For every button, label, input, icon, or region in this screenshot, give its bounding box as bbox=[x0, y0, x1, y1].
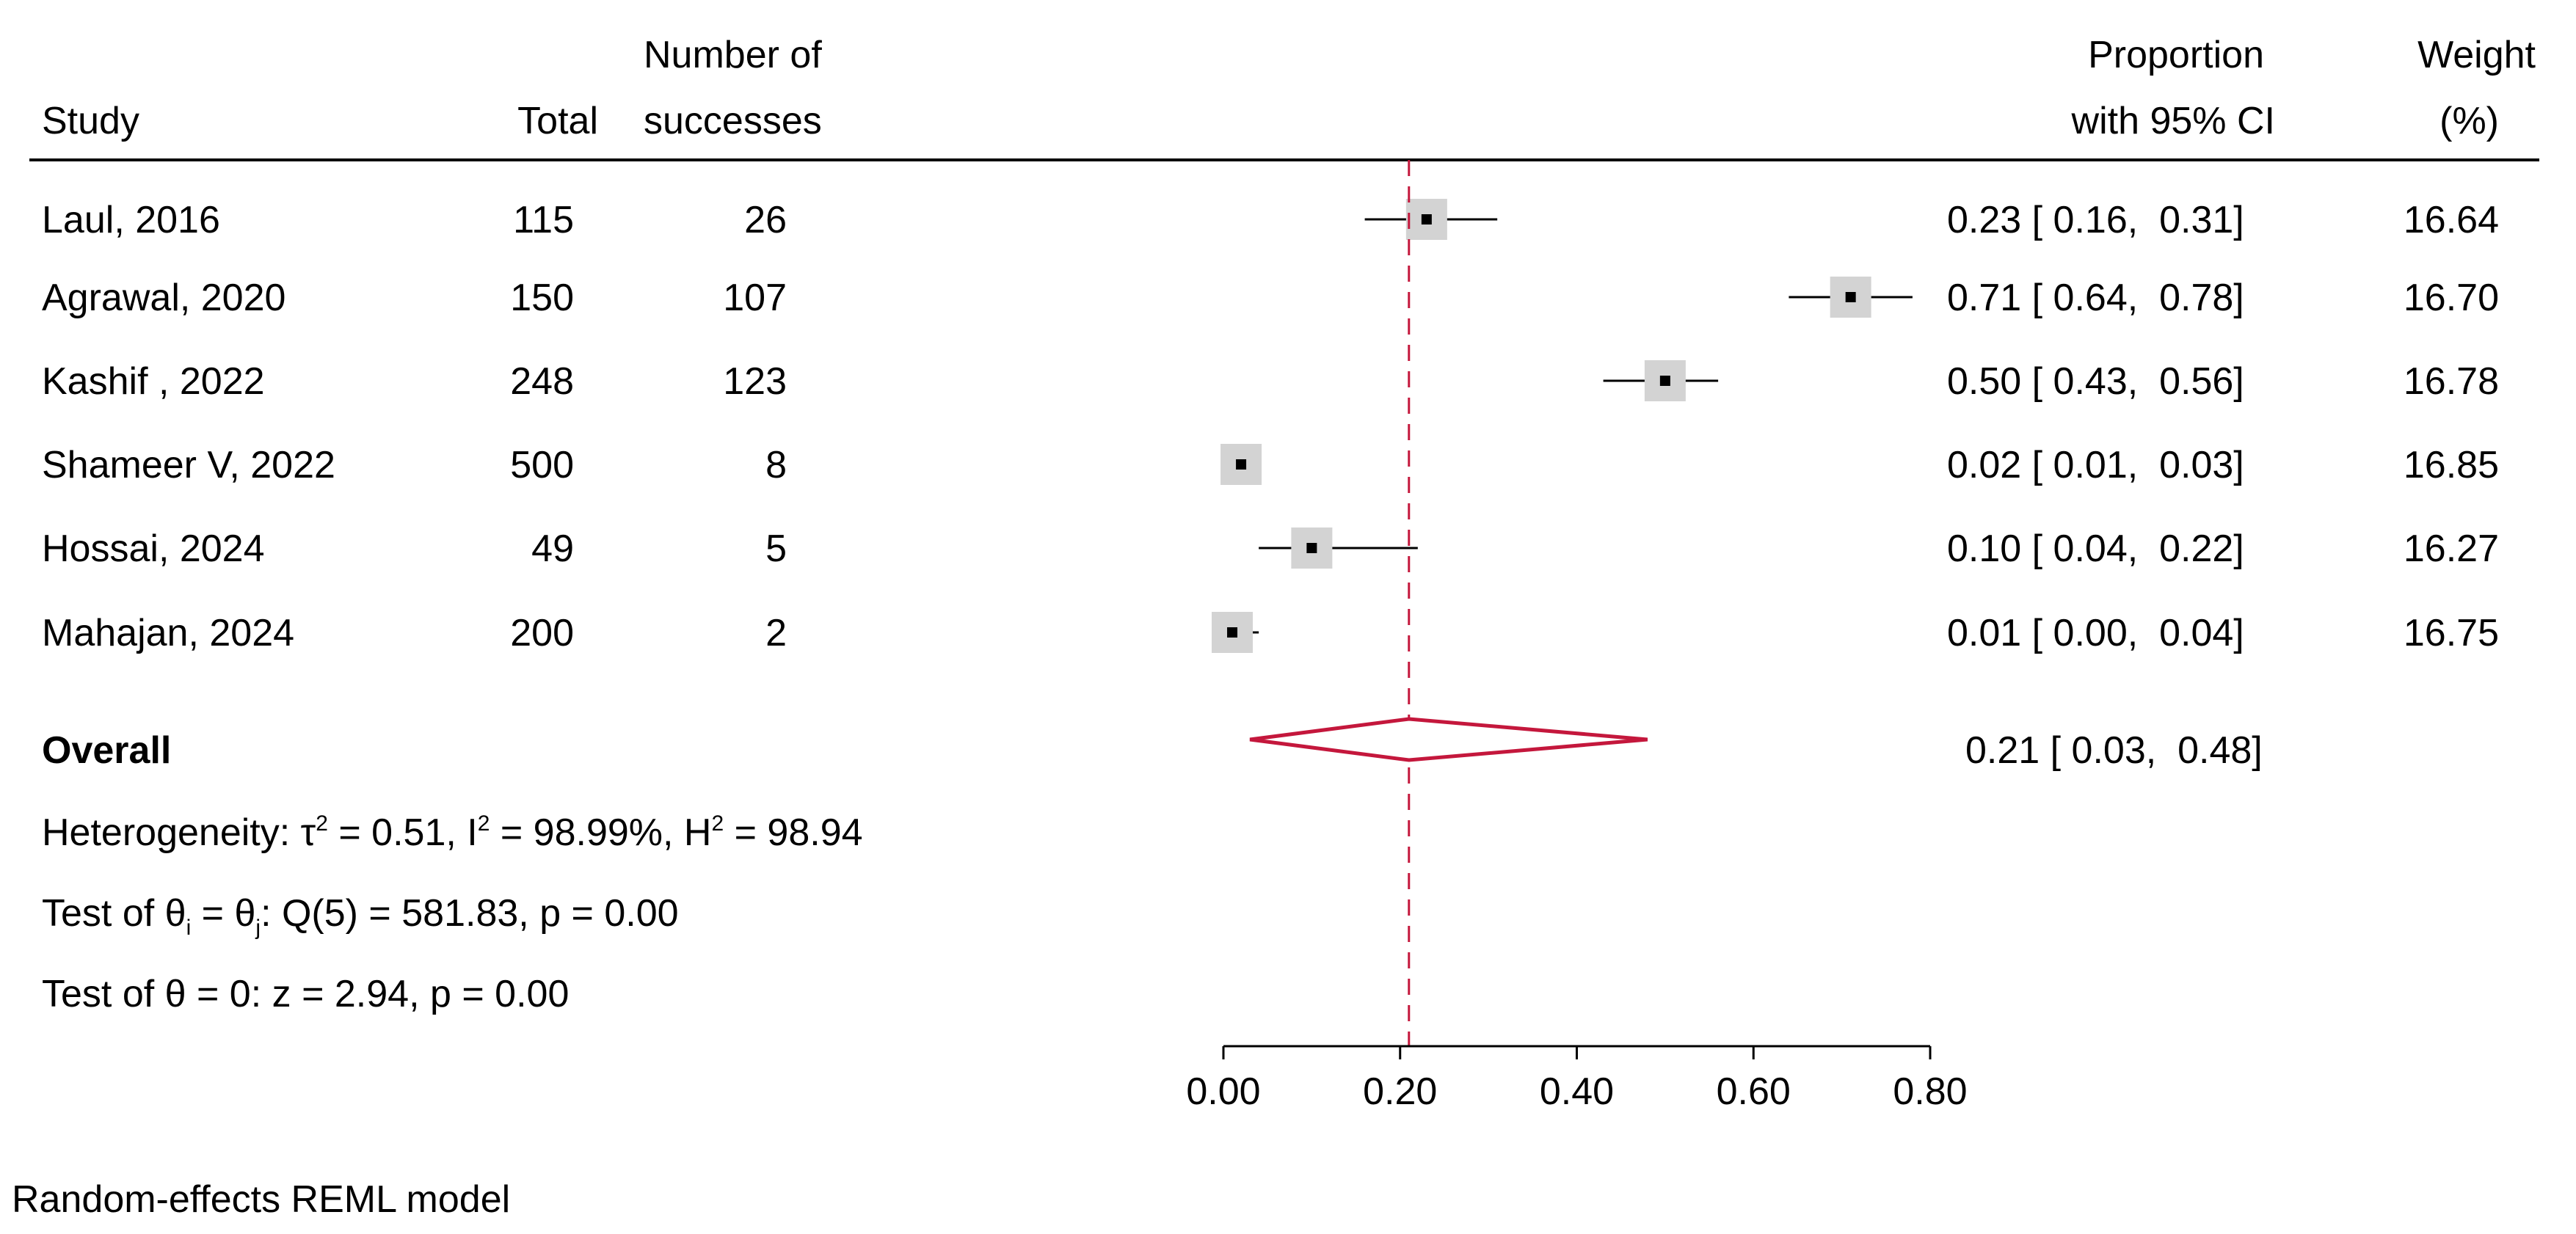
study-total: 115 bbox=[513, 199, 574, 241]
study-weight: 16.78 bbox=[2404, 360, 2499, 403]
study-ci-text: 0.10 [ 0.04, 0.22] bbox=[1947, 527, 2244, 570]
overall-diamond bbox=[1249, 717, 1648, 762]
study-name: Laul, 2016 bbox=[42, 199, 220, 241]
study-name: Hossai, 2024 bbox=[42, 527, 265, 570]
study-ci-text: 0.71 [ 0.64, 0.78] bbox=[1947, 277, 2244, 319]
study-ci-text: 0.50 [ 0.43, 0.56] bbox=[1947, 360, 2244, 403]
x-tick-label: 0.20 bbox=[1363, 1070, 1437, 1113]
study-point-estimate bbox=[1227, 627, 1238, 638]
study-point-estimate bbox=[1236, 459, 1247, 470]
study-successes: 5 bbox=[765, 527, 787, 570]
study-name: Agrawal, 2020 bbox=[42, 277, 285, 319]
study-successes: 123 bbox=[723, 360, 787, 403]
header-proportion-line2: with 95% CI bbox=[2071, 100, 2275, 142]
study-ci-text: 0.01 [ 0.00, 0.04] bbox=[1947, 612, 2244, 654]
overall-ci: 0.21 [ 0.03, 0.48] bbox=[1965, 729, 2263, 772]
model-note: Random-effects REML model bbox=[12, 1178, 510, 1221]
study-weight: 16.85 bbox=[2404, 444, 2499, 486]
study-weight: 16.64 bbox=[2404, 199, 2499, 241]
header-study: Study bbox=[42, 100, 139, 142]
study-point-estimate bbox=[1845, 292, 1856, 302]
study-name: Kashif , 2022 bbox=[42, 360, 265, 403]
study-row: Mahajan, 2024 200 2 0.01 [ 0.00, 0.04] 16.75 bbox=[42, 612, 2499, 654]
study-successes: 2 bbox=[765, 612, 787, 654]
header-weight-line1: Weight bbox=[2417, 34, 2536, 76]
header-weight-line2: (%) bbox=[2439, 100, 2499, 142]
study-point-estimate bbox=[1306, 543, 1317, 553]
x-tick-label: 0.40 bbox=[1540, 1070, 1614, 1113]
x-tick-label: 0.80 bbox=[1893, 1070, 1967, 1113]
study-row: Agrawal, 2020 150 107 0.71 [ 0.64, 0.78] 16.… bbox=[42, 277, 2499, 319]
study-point-estimate bbox=[1421, 214, 1432, 224]
study-row: Laul, 2016 115 26 0.23 [ 0.16, 0.31] 16.64 bbox=[42, 199, 2499, 241]
study-name: Mahajan, 2024 bbox=[42, 612, 294, 654]
study-row: Hossai, 2024 49 5 0.10 [ 0.04, 0.22] 16.27 bbox=[42, 527, 2499, 570]
header-proportion-line1: Proportion bbox=[2088, 34, 2264, 76]
study-successes: 107 bbox=[723, 277, 787, 319]
study-ci-text: 0.23 [ 0.16, 0.31] bbox=[1947, 199, 2244, 241]
study-total: 49 bbox=[531, 527, 574, 570]
overall-label: Overall bbox=[42, 729, 171, 772]
study-weight: 16.75 bbox=[2404, 612, 2499, 654]
study-ci-text: 0.02 [ 0.01, 0.03] bbox=[1947, 444, 2244, 486]
study-successes: 26 bbox=[744, 199, 787, 241]
study-successes: 8 bbox=[765, 444, 787, 486]
study-row: Shameer V, 2022 500 8 0.02 [ 0.01, 0.03] 16.… bbox=[42, 444, 2499, 486]
study-row: Kashif , 2022 248 123 0.50 [ 0.43, 0.56] 16.… bbox=[42, 360, 2499, 403]
table-header: Study Total Number of successes Proporti… bbox=[42, 34, 2536, 142]
x-tick-label: 0.00 bbox=[1186, 1070, 1260, 1113]
overall-row: Overall 0.21 [ 0.03, 0.48] bbox=[42, 717, 2263, 772]
header-successes-line2: successes bbox=[644, 100, 822, 142]
header-total: Total bbox=[517, 100, 598, 142]
study-total: 150 bbox=[510, 277, 574, 319]
study-weight: 16.27 bbox=[2404, 527, 2499, 570]
study-total: 500 bbox=[510, 444, 574, 486]
heterogeneity-test: Test of θi = θj: Q(5) = 581.83, p = 0.00 bbox=[42, 892, 679, 940]
overall-effect-test: Test of θ = 0: z = 2.94, p = 0.00 bbox=[42, 973, 569, 1015]
study-rows: Laul, 2016 115 26 0.23 [ 0.16, 0.31] 16.64 Ag… bbox=[42, 199, 2499, 654]
header-successes-line1: Number of bbox=[644, 34, 822, 76]
study-weight: 16.70 bbox=[2404, 277, 2499, 319]
study-total: 248 bbox=[510, 360, 574, 403]
study-point-estimate bbox=[1659, 376, 1670, 386]
heterogeneity-stats: Heterogeneity: τ2 = 0.51, I2 = 98.99%, H… bbox=[42, 811, 863, 854]
x-axis: 0.00 0.20 0.40 0.60 0.80 bbox=[1186, 1045, 1968, 1113]
x-tick-label: 0.60 bbox=[1717, 1070, 1791, 1113]
study-total: 200 bbox=[510, 612, 574, 654]
study-name: Shameer V, 2022 bbox=[42, 444, 335, 486]
